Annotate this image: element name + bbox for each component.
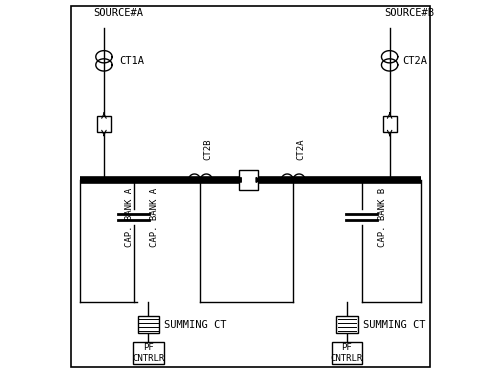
Bar <box>239 170 259 190</box>
Bar <box>97 116 111 132</box>
Text: PF
CNTRLR: PF CNTRLR <box>132 344 165 363</box>
Bar <box>138 316 159 333</box>
Polygon shape <box>261 177 265 183</box>
Text: CT2B: CT2B <box>203 138 212 160</box>
Text: CT1A: CT1A <box>120 56 144 66</box>
Text: CAP. BANK A: CAP. BANK A <box>125 187 134 247</box>
Text: PF
CNTRLR: PF CNTRLR <box>331 344 363 363</box>
Text: CT2A: CT2A <box>403 56 428 66</box>
Text: SOURCE#A: SOURCE#A <box>93 8 143 18</box>
Text: CT2A: CT2A <box>296 138 305 160</box>
Text: SUMMING CT: SUMMING CT <box>164 320 226 329</box>
Polygon shape <box>256 177 260 183</box>
Text: CAP. BANK B: CAP. BANK B <box>378 187 387 247</box>
Text: CAP. BANK A: CAP. BANK A <box>149 187 158 247</box>
Polygon shape <box>237 177 241 183</box>
Bar <box>133 342 164 364</box>
Bar <box>336 316 358 333</box>
Text: SOURCE#B: SOURCE#B <box>384 8 434 18</box>
Polygon shape <box>232 177 236 183</box>
Bar <box>383 116 397 132</box>
Bar <box>332 342 362 364</box>
Text: SUMMING CT: SUMMING CT <box>363 320 425 329</box>
